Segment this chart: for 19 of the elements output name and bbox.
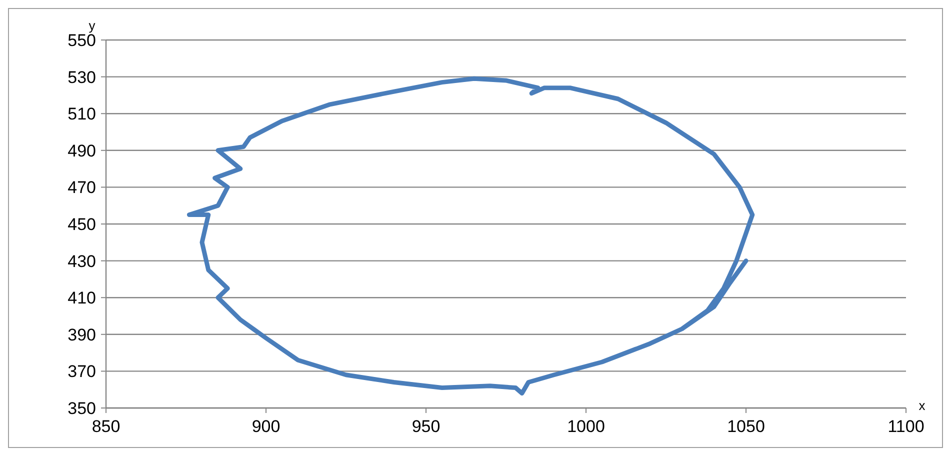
- y-tick-label: 450: [68, 215, 96, 234]
- x-tick-label: 900: [252, 417, 280, 436]
- x-tick-label: 950: [412, 417, 440, 436]
- x-tick-label: 1100: [888, 417, 924, 436]
- y-tick-label: 470: [68, 178, 96, 198]
- y-tick-label: 490: [68, 141, 96, 160]
- y-tick-label: 430: [68, 252, 96, 271]
- x-tick-label: 850: [92, 417, 120, 436]
- y-tick-label: 370: [68, 362, 96, 382]
- y-tick-label: 530: [68, 68, 96, 87]
- x-tick-label: 1000: [567, 417, 605, 436]
- line-series: [186, 76, 755, 396]
- y-tick-label: 350: [68, 399, 96, 418]
- y-tick-label: 390: [68, 325, 96, 344]
- y-tick-label: 410: [68, 288, 96, 308]
- y-axis-title: y: [88, 18, 96, 33]
- y-tick-label: 510: [68, 104, 96, 124]
- x-tick-label: 1050: [727, 417, 765, 436]
- x-axis-title: x: [918, 398, 926, 413]
